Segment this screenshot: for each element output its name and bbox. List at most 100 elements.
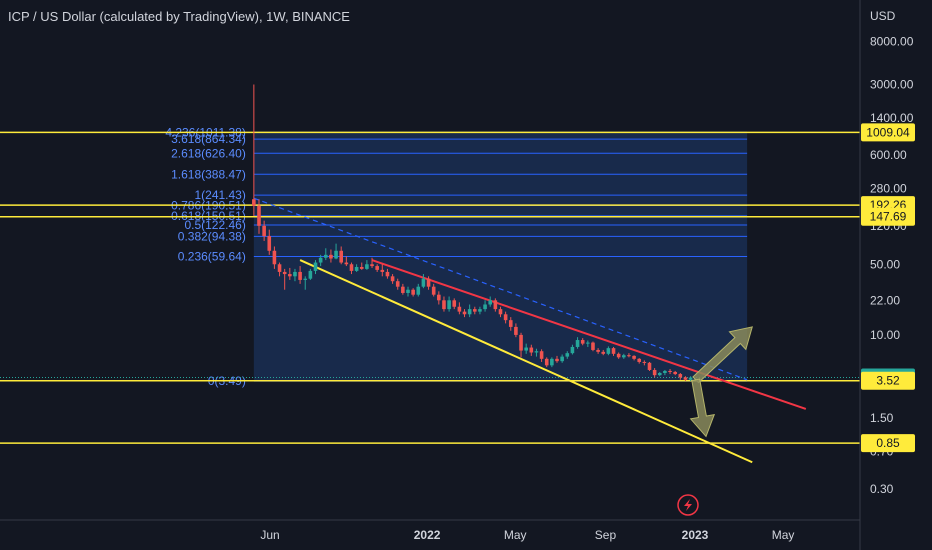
y-tick-label: 22.00 [870, 293, 900, 307]
currency-label: USD [870, 9, 896, 23]
candle-body [395, 281, 400, 287]
candle-body [493, 300, 498, 310]
candle-body [663, 370, 667, 373]
candle-body [334, 250, 338, 259]
chart-title: ICP / US Dollar (calculated by TradingVi… [8, 9, 350, 24]
direction-arrow [692, 326, 753, 384]
candle-body [647, 362, 652, 370]
candle-body [529, 347, 534, 353]
horizontal-lines[interactable] [0, 131, 860, 444]
candle-body [288, 274, 292, 277]
y-tick-label: 3000.00 [870, 78, 914, 92]
candle-body [252, 199, 256, 206]
candle-body [380, 269, 385, 272]
candle-body [318, 257, 323, 263]
red-trendline [371, 259, 807, 410]
lightning-icon-ring [677, 494, 699, 516]
candle-body [555, 358, 559, 362]
price-badge [861, 434, 915, 453]
candle-body [282, 271, 287, 275]
candle-body [303, 278, 308, 280]
candle-body [375, 266, 379, 270]
price-badge-label: 1009.04 [866, 125, 910, 139]
y-tick-label: 50.00 [870, 257, 900, 271]
candle-body [478, 309, 482, 312]
candle-body [472, 309, 477, 312]
candle-body [611, 348, 616, 354]
candle-body [411, 289, 415, 295]
candle-body [652, 369, 657, 376]
candle-body [673, 371, 677, 375]
y-tick-label: 10.00 [870, 328, 900, 342]
blue-dashed-trendline [253, 197, 748, 381]
candle-body [508, 320, 513, 327]
yellow-trendline [299, 259, 753, 464]
candle-body [616, 353, 621, 358]
x-tick-label: May [504, 528, 527, 542]
candle-body [329, 254, 333, 259]
price-badge [861, 123, 915, 142]
x-tick-label: 2022 [414, 528, 441, 542]
candle-body [385, 271, 390, 277]
candle-body [637, 358, 642, 362]
lightning-icon[interactable] [677, 494, 699, 516]
candle-body [426, 278, 431, 287]
candle-body [344, 262, 349, 265]
arrow-shape [689, 378, 716, 438]
arrow-shape [692, 326, 753, 384]
candle-body [683, 377, 688, 380]
candle-body [416, 286, 421, 295]
candle-body [632, 355, 636, 359]
candle-body [437, 294, 441, 301]
candle-body [688, 377, 693, 380]
candle-body [524, 347, 528, 351]
candle-body [349, 264, 354, 271]
x-tick-label: Sep [595, 528, 617, 542]
trendlines[interactable] [253, 197, 807, 464]
price-badge-label: 0.85 [876, 436, 900, 450]
candle-body [642, 361, 647, 363]
candle-body [354, 266, 359, 271]
candle-body [308, 270, 313, 279]
y-tick-label: 600.00 [870, 148, 907, 162]
candle-body [483, 304, 487, 310]
candle-body [565, 353, 570, 357]
fib-level-label: 0.382(94.38) [178, 229, 246, 243]
candle-body [560, 356, 564, 362]
candle-body [550, 358, 554, 366]
y-tick-label: 1400.00 [870, 111, 914, 125]
candle-body [668, 370, 672, 372]
fib-level-label: 3.618(864.34) [171, 132, 246, 146]
candle-body [627, 355, 631, 357]
candle-body [488, 300, 493, 305]
candle-body [457, 306, 462, 312]
candle-body [657, 372, 662, 376]
candle-body [277, 264, 282, 272]
candle-body [257, 205, 261, 226]
y-tick-label: 280.00 [870, 182, 907, 196]
fib-level-label: 2.618(626.40) [171, 146, 246, 160]
candle-body [401, 286, 405, 293]
candle-body [390, 276, 395, 282]
x-tick-label: May [772, 528, 795, 542]
arrows[interactable] [684, 318, 761, 438]
direction-arrow [689, 378, 716, 438]
candle-body [421, 278, 426, 287]
candle-body [534, 351, 539, 353]
candle-body [596, 349, 600, 352]
candle-body [678, 374, 683, 378]
candle-body [606, 348, 611, 354]
icons[interactable] [677, 494, 699, 516]
fib-retracement[interactable]: 4.236(1011.38)3.618(864.34)2.618(626.40)… [165, 125, 748, 388]
candle-body [591, 342, 595, 350]
candle-body [262, 225, 266, 237]
candle-body [575, 340, 580, 347]
candle-body [452, 300, 457, 307]
price-badge [861, 207, 915, 226]
candle-body [539, 351, 544, 359]
candle-body [498, 309, 503, 315]
candle-body [503, 314, 508, 321]
